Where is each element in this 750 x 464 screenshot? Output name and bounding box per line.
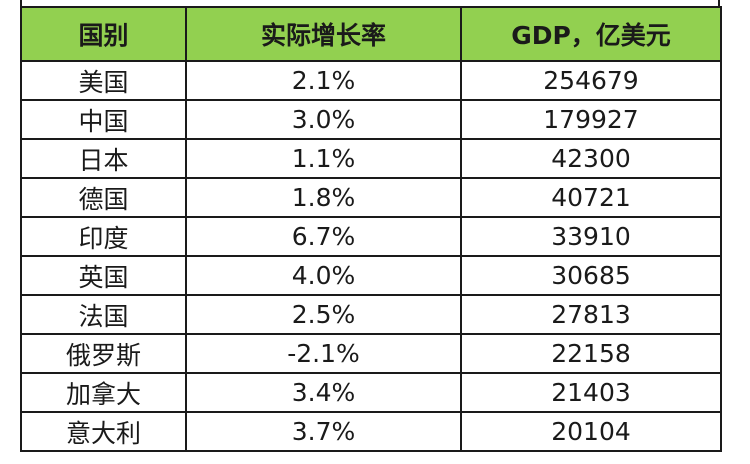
cell-growth-rate[interactable]: 2.1% bbox=[185, 60, 462, 101]
cell-gdp[interactable]: 21403 bbox=[460, 372, 722, 413]
table-row: 意大利 3.7% 20104 bbox=[20, 411, 722, 452]
cell-country[interactable]: 中国 bbox=[20, 99, 187, 140]
table-row: 加拿大 3.4% 21403 bbox=[20, 372, 722, 413]
cell-gdp[interactable]: 30685 bbox=[460, 255, 722, 296]
cell-country[interactable]: 美国 bbox=[20, 60, 187, 101]
table-row: 德国 1.8% 40721 bbox=[20, 177, 722, 218]
header-gdp[interactable]: GDP，亿美元 bbox=[460, 6, 722, 62]
cell-country[interactable]: 德国 bbox=[20, 177, 187, 218]
cell-gdp[interactable]: 20104 bbox=[460, 411, 722, 452]
gdp-table: 国别 实际增长率 GDP，亿美元 美国 2.1% 254679 中国 3.0% … bbox=[20, 6, 722, 452]
cell-gdp[interactable]: 179927 bbox=[460, 99, 722, 140]
cell-gdp[interactable]: 254679 bbox=[460, 60, 722, 101]
cell-country[interactable]: 加拿大 bbox=[20, 372, 187, 413]
header-country[interactable]: 国别 bbox=[20, 6, 187, 62]
cell-country[interactable]: 意大利 bbox=[20, 411, 187, 452]
table-row: 日本 1.1% 42300 bbox=[20, 138, 722, 179]
cell-growth-rate[interactable]: 3.4% bbox=[185, 372, 462, 413]
cell-country[interactable]: 印度 bbox=[20, 216, 187, 257]
table-row: 美国 2.1% 254679 bbox=[20, 60, 722, 101]
cell-growth-rate[interactable]: -2.1% bbox=[185, 333, 462, 374]
table-row: 英国 4.0% 30685 bbox=[20, 255, 722, 296]
cell-gdp[interactable]: 42300 bbox=[460, 138, 722, 179]
cell-growth-rate[interactable]: 1.1% bbox=[185, 138, 462, 179]
cell-growth-rate[interactable]: 6.7% bbox=[185, 216, 462, 257]
cell-country[interactable]: 日本 bbox=[20, 138, 187, 179]
table-row: 印度 6.7% 33910 bbox=[20, 216, 722, 257]
previous-row-edge bbox=[20, 0, 720, 6]
cell-country[interactable]: 法国 bbox=[20, 294, 187, 335]
header-growth-rate[interactable]: 实际增长率 bbox=[185, 6, 462, 62]
cell-growth-rate[interactable]: 1.8% bbox=[185, 177, 462, 218]
cell-gdp[interactable]: 33910 bbox=[460, 216, 722, 257]
cell-growth-rate[interactable]: 3.0% bbox=[185, 99, 462, 140]
cell-gdp[interactable]: 22158 bbox=[460, 333, 722, 374]
cell-gdp[interactable]: 27813 bbox=[460, 294, 722, 335]
cell-growth-rate[interactable]: 4.0% bbox=[185, 255, 462, 296]
cell-growth-rate[interactable]: 3.7% bbox=[185, 411, 462, 452]
cell-growth-rate[interactable]: 2.5% bbox=[185, 294, 462, 335]
table-row: 法国 2.5% 27813 bbox=[20, 294, 722, 335]
cell-gdp[interactable]: 40721 bbox=[460, 177, 722, 218]
blank-sheet-area bbox=[722, 0, 750, 464]
table-row: 中国 3.0% 179927 bbox=[20, 99, 722, 140]
cell-country[interactable]: 俄罗斯 bbox=[20, 333, 187, 374]
table-row: 俄罗斯 -2.1% 22158 bbox=[20, 333, 722, 374]
header-row: 国别 实际增长率 GDP，亿美元 bbox=[20, 6, 722, 62]
cell-country[interactable]: 英国 bbox=[20, 255, 187, 296]
